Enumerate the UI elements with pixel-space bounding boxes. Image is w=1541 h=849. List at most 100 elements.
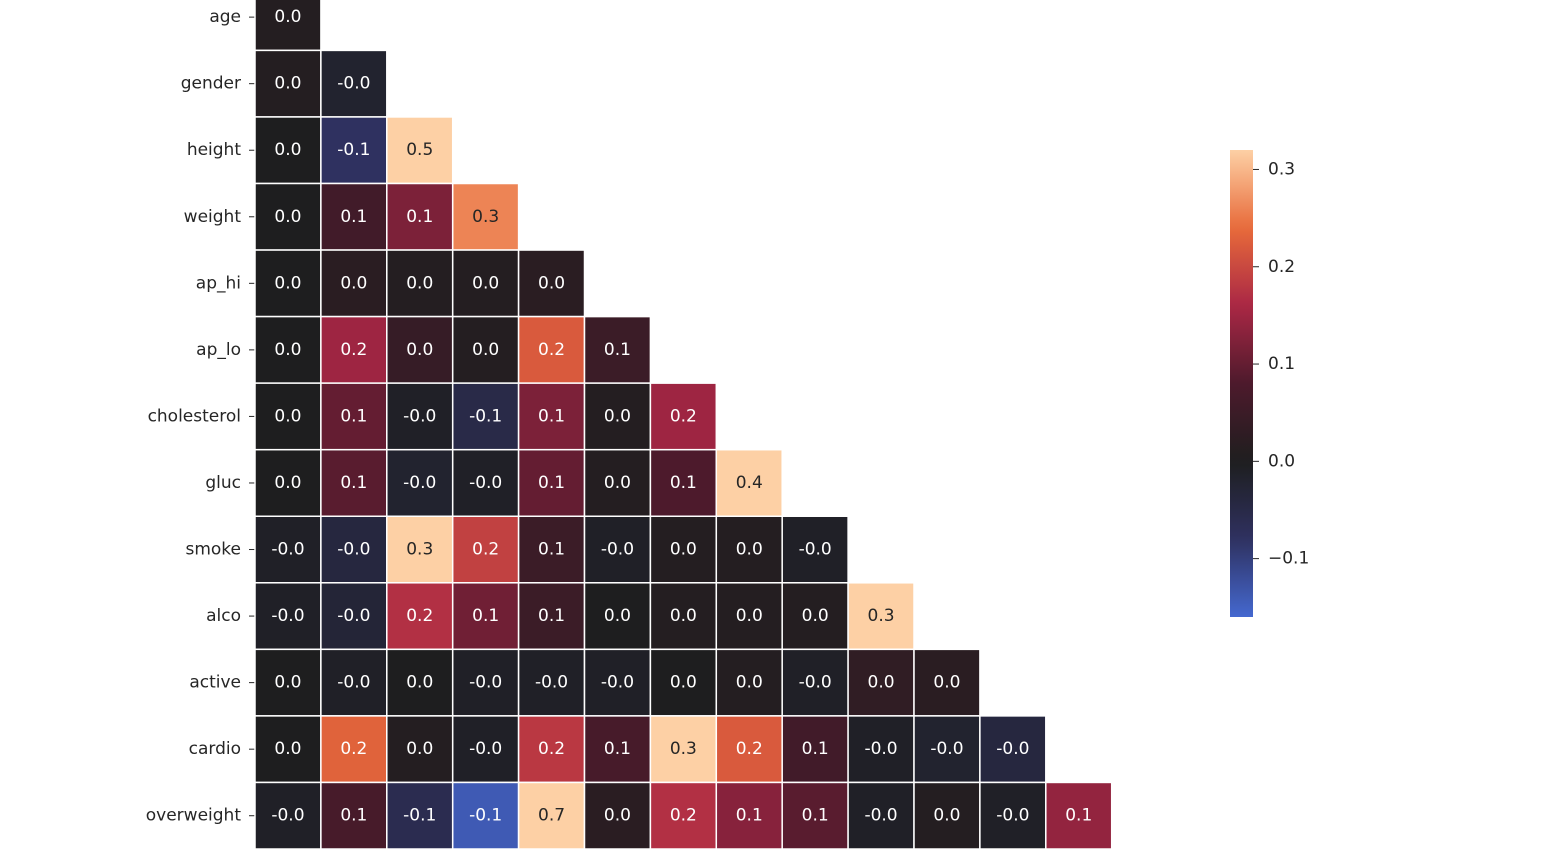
- heatmap-cell: [320, 116, 388, 185]
- cell-label: 0.1: [670, 473, 697, 493]
- heatmap-cell: [715, 715, 783, 784]
- cell-label: 0.2: [538, 739, 565, 759]
- cell-label: 0.1: [538, 540, 565, 560]
- colorbar-tick-label: 0.2: [1268, 257, 1295, 277]
- cell-label: -0.1: [403, 806, 436, 826]
- cell-label: 0.0: [274, 739, 301, 759]
- cell-label: 0.1: [736, 806, 763, 826]
- heatmap-cell: [451, 315, 520, 384]
- cell-label: 0.1: [538, 606, 565, 626]
- cell-label: -0.1: [469, 806, 502, 826]
- cell-label: 0.1: [538, 406, 565, 426]
- colorbar-tick-label: 0.3: [1268, 159, 1295, 179]
- heatmap-cell: [649, 515, 718, 584]
- heatmap-cell: [979, 715, 1047, 784]
- heatmap-cell: [781, 648, 849, 717]
- heatmap-cell: [781, 781, 849, 849]
- heatmap-cell: [913, 648, 981, 717]
- y-tick-label: cardio: [189, 739, 241, 759]
- cell-label: 0.3: [868, 606, 895, 626]
- cell-label: -0.0: [469, 673, 502, 693]
- heatmap-cell: [320, 182, 388, 251]
- cell-label: 0.0: [274, 673, 301, 693]
- heatmap-cell: [517, 249, 586, 318]
- cell-label: 0.1: [604, 340, 631, 360]
- heatmap-cell: [517, 315, 586, 384]
- heatmap-cell: [517, 448, 586, 518]
- heatmap-cell: [386, 116, 454, 185]
- heatmap-cell: [386, 781, 454, 849]
- heatmap-cell: [254, 382, 322, 451]
- y-tick-label: age: [209, 7, 241, 27]
- cell-label: -0.0: [799, 673, 832, 693]
- y-tick-label: alco: [206, 606, 241, 626]
- cell-label: 0.7: [538, 806, 565, 826]
- cell-label: -0.0: [864, 806, 897, 826]
- cell-label: -0.0: [271, 806, 304, 826]
- heatmap-cell: [715, 582, 783, 651]
- heatmap-cell: [386, 382, 454, 451]
- cell-label: 0.0: [670, 540, 697, 560]
- heatmap-cell: [517, 715, 586, 784]
- cell-label: 0.0: [274, 473, 301, 493]
- heatmap-cell: [847, 648, 915, 717]
- cell-label: 0.0: [472, 273, 499, 293]
- heatmap-cell: [649, 648, 718, 717]
- heatmap-cell: [386, 648, 454, 717]
- cell-label: 0.1: [472, 606, 499, 626]
- cell-label: 0.0: [868, 673, 895, 693]
- colorbar: [1230, 150, 1253, 617]
- cell-label: 0.2: [340, 739, 367, 759]
- heatmap-cell: [254, 582, 322, 651]
- cell-label: 0.0: [670, 606, 697, 626]
- cell-label: 0.1: [340, 406, 367, 426]
- cell-label: 0.0: [274, 7, 301, 27]
- cell-label: 0.0: [340, 273, 367, 293]
- cell-label: -0.0: [864, 739, 897, 759]
- heatmap-cell: [847, 715, 915, 784]
- cell-label: 0.1: [340, 207, 367, 227]
- heatmap-cell: [254, 315, 322, 384]
- cell-label: -0.0: [601, 673, 634, 693]
- cell-label: 0.0: [670, 673, 697, 693]
- cell-label: 0.1: [802, 806, 829, 826]
- colorbar-tick-label: 0.1: [1268, 354, 1295, 374]
- cell-label: 0.1: [538, 473, 565, 493]
- heatmap-cell: [847, 781, 915, 849]
- cell-label: 0.0: [274, 207, 301, 227]
- cell-label: 0.1: [340, 473, 367, 493]
- cell-label: 0.0: [604, 406, 631, 426]
- cell-label: 0.0: [802, 606, 829, 626]
- heatmap-cell: [451, 249, 520, 318]
- cell-label: 0.0: [274, 340, 301, 360]
- y-tick-label: height: [187, 140, 242, 160]
- heatmap-cell: [583, 781, 652, 849]
- cell-label: 0.2: [340, 340, 367, 360]
- heatmap-cell: [254, 515, 322, 584]
- heatmap-cell: [517, 582, 586, 651]
- heatmap-cell: [254, 182, 322, 251]
- cell-label: 0.0: [604, 606, 631, 626]
- heatmap-cell: [913, 715, 981, 784]
- heatmap-cell: [649, 382, 718, 451]
- cell-label: -0.0: [271, 540, 304, 560]
- heatmap-cell: [517, 781, 586, 849]
- cell-label: -0.0: [337, 74, 370, 94]
- heatmap-cell: [583, 582, 652, 651]
- y-tick-label: gender: [181, 74, 241, 94]
- cell-label: 0.2: [736, 739, 763, 759]
- cell-label: 0.0: [736, 673, 763, 693]
- cell-label: -0.0: [799, 540, 832, 560]
- heatmap-cell: [913, 781, 981, 849]
- cell-label: 0.0: [406, 673, 433, 693]
- y-tick-label: ap_lo: [196, 340, 241, 360]
- cell-label: 0.1: [1065, 806, 1092, 826]
- cell-label: 0.1: [802, 739, 829, 759]
- heatmap-cell: [583, 315, 652, 384]
- heatmap-cell: [781, 582, 849, 651]
- cell-label: -0.1: [337, 140, 370, 160]
- cell-label: 0.0: [274, 406, 301, 426]
- cell-label: -0.0: [469, 739, 502, 759]
- y-tick-label: active: [189, 673, 241, 693]
- cell-label: 0.0: [933, 806, 960, 826]
